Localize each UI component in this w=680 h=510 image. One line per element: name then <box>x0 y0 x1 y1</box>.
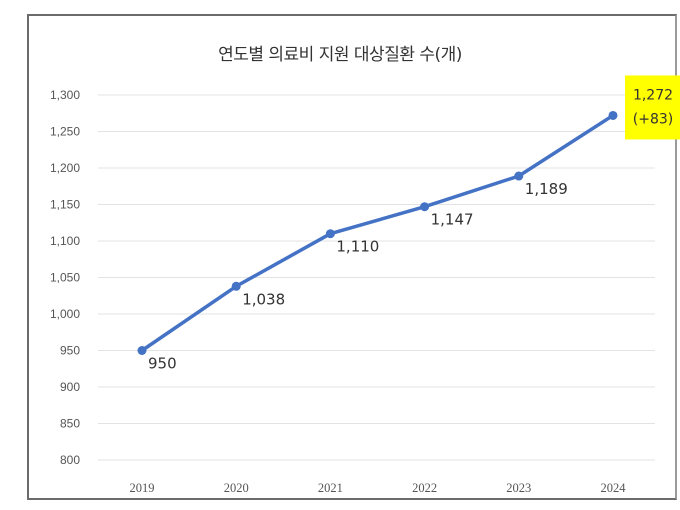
highlight-value-label: 1,272 <box>633 87 673 103</box>
y-tick-label: 850 <box>60 417 80 431</box>
y-tick-label: 1,050 <box>50 271 80 285</box>
y-tick-label: 1,200 <box>50 161 80 175</box>
data-label-2020: 1,038 <box>242 290 285 308</box>
x-tick-label: 2024 <box>601 481 627 495</box>
series-line <box>141 113 614 352</box>
x-tick-label: 2019 <box>130 481 155 495</box>
x-axis-ticks: 2019 2020 2021 2022 2023 2024 <box>130 481 627 495</box>
y-tick-label: 1,250 <box>50 125 80 139</box>
y-tick-label: 1,300 <box>50 88 80 102</box>
data-label-2022: 1,147 <box>431 211 474 229</box>
data-point-2023 <box>514 171 524 181</box>
y-tick-label: 950 <box>60 344 80 358</box>
y-tick-label: 800 <box>60 453 80 467</box>
gridlines <box>98 94 655 461</box>
data-point-2019 <box>137 346 147 355</box>
y-tick-label: 1,100 <box>50 234 80 248</box>
y-axis-ticks: 800 850 900 950 1,000 1,050 1,100 1,150 1,200 1,2… <box>50 88 80 467</box>
x-tick-label: 2022 <box>412 481 437 495</box>
data-point-2020 <box>231 281 241 291</box>
y-tick-label: 1,000 <box>50 307 80 321</box>
data-labels: 950 1,038 1,110 1,147 1,189 <box>148 180 568 372</box>
x-tick-label: 2023 <box>506 481 531 495</box>
highlight-callout: 1,272 (+83) <box>625 75 680 140</box>
data-label-2023: 1,189 <box>525 180 568 198</box>
data-label-2021: 1,110 <box>336 238 379 256</box>
y-tick-label: 900 <box>60 380 80 394</box>
highlight-change-label: (+83) <box>633 111 673 127</box>
x-tick-label: 2021 <box>318 481 343 495</box>
data-points <box>137 110 618 355</box>
x-tick-label: 2020 <box>224 481 249 495</box>
highlight-box <box>625 75 680 140</box>
data-point-2024 <box>608 110 618 120</box>
chart-title: 연도별 의료비 지원 대상질환 수(개) <box>218 45 462 65</box>
data-point-2021 <box>325 229 335 239</box>
data-point-2022 <box>420 202 430 212</box>
data-label-2019: 950 <box>148 355 177 373</box>
y-tick-label: 1,150 <box>50 198 80 212</box>
